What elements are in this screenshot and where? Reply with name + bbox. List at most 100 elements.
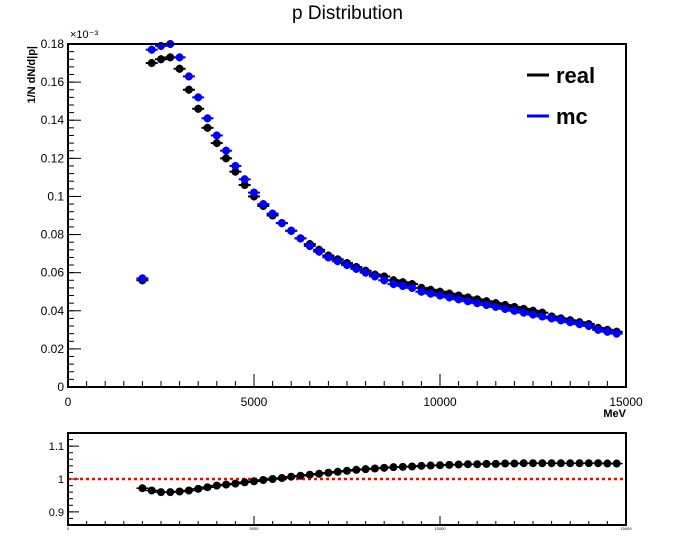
data-point: [519, 308, 528, 317]
data-point: [529, 310, 537, 319]
data-point: [352, 264, 361, 273]
ratio-point: [240, 478, 249, 487]
ratio-point: [426, 461, 435, 470]
data-point: [305, 241, 314, 250]
data-point: [603, 327, 612, 336]
ratio-point: [547, 459, 556, 468]
data-point: [147, 59, 156, 68]
ratio-point: [556, 459, 565, 468]
ratio-point: [408, 462, 417, 471]
ratio-point: [157, 488, 165, 497]
data-point: [538, 312, 547, 321]
ratio-y-tick-label: 0.9: [49, 507, 64, 519]
data-point: [482, 301, 491, 310]
ratio-y-tick-label: 1.1: [49, 441, 64, 453]
ratio-point: [305, 470, 314, 479]
data-point: [203, 114, 212, 123]
ratio-x-tick-label: 10000: [434, 526, 446, 531]
ratio-point: [315, 469, 324, 478]
ratio-point: [575, 459, 584, 468]
ratio-point: [482, 459, 491, 468]
ratio-point: [259, 475, 268, 484]
ratio-point: [361, 465, 370, 474]
y-tick-label: 0.06: [41, 266, 65, 280]
chart-title: p Distribution: [292, 3, 403, 24]
data-point: [473, 299, 482, 308]
series-mc: [136, 40, 623, 338]
ratio-point: [417, 461, 426, 470]
x-tick-label: 0: [65, 395, 72, 409]
ratio-point: [529, 459, 537, 468]
data-point: [259, 200, 268, 209]
data-point: [287, 226, 296, 235]
data-point: [184, 85, 193, 94]
data-point: [138, 274, 147, 283]
data-point: [315, 247, 324, 256]
data-point: [212, 131, 221, 140]
y-tick-label: 0.14: [41, 113, 65, 127]
y-axis-label: 1/N dN/d|p|: [26, 46, 38, 104]
data-point: [222, 146, 231, 155]
ratio-point: [352, 465, 361, 474]
ratio-point: [445, 460, 454, 469]
data-point: [333, 257, 342, 266]
data-point: [594, 325, 603, 334]
ratio-point: [166, 488, 175, 497]
data-point: [566, 318, 575, 327]
data-point: [184, 72, 193, 81]
data-point: [612, 329, 621, 338]
data-point: [501, 304, 510, 313]
ratio-point: [343, 466, 351, 475]
ratio-point: [175, 487, 184, 496]
ratio-point: [147, 486, 156, 495]
ratio-point: [510, 459, 519, 468]
data-point: [426, 289, 435, 298]
y-tick-label: 0.18: [41, 37, 65, 51]
ratio-point: [231, 479, 240, 488]
data-point: [147, 45, 156, 54]
ratio-point: [436, 461, 444, 470]
data-point: [240, 181, 249, 190]
data-point: [389, 280, 398, 289]
y-tick-label: 0.16: [41, 75, 65, 89]
series-real: [136, 53, 623, 336]
data-point: [268, 209, 277, 218]
ratio-point: [612, 459, 621, 468]
ratio-point: [389, 463, 398, 472]
ratio-point: [138, 484, 147, 493]
ratio-point: [268, 475, 277, 483]
x-tick-label: 5000: [241, 395, 268, 409]
data-point: [157, 55, 165, 64]
ratio-point: [473, 460, 482, 469]
ratio-point: [184, 486, 193, 495]
ratio-point: [538, 459, 547, 468]
data-point: [510, 306, 519, 315]
ratio-y-tick-label: 1: [58, 474, 64, 486]
data-point: [463, 297, 472, 306]
ratio-point: [277, 474, 286, 483]
data-point: [417, 287, 426, 296]
data-point: [556, 316, 565, 325]
data-point: [175, 64, 184, 73]
data-point: [324, 253, 333, 262]
ratio-series: [136, 459, 623, 497]
ratio-x-tick-label: 0: [67, 526, 70, 531]
data-point: [454, 295, 463, 304]
data-point: [277, 219, 286, 228]
ratio-point: [519, 459, 528, 468]
data-point: [166, 53, 175, 62]
data-point: [398, 282, 407, 291]
ratio-point: [203, 483, 212, 492]
ratio-point: [194, 484, 203, 493]
y-tick-label: 0.04: [41, 304, 65, 318]
data-point: [380, 276, 389, 285]
data-point: [194, 104, 203, 113]
y-tick-label: 0.1: [47, 189, 64, 203]
ratio-point: [296, 471, 305, 480]
ratio-point: [212, 481, 221, 490]
ratio-point: [287, 472, 296, 481]
x-tick-label: 10000: [423, 395, 457, 409]
data-point: [584, 322, 593, 331]
data-point: [222, 154, 231, 163]
data-point: [547, 314, 556, 323]
